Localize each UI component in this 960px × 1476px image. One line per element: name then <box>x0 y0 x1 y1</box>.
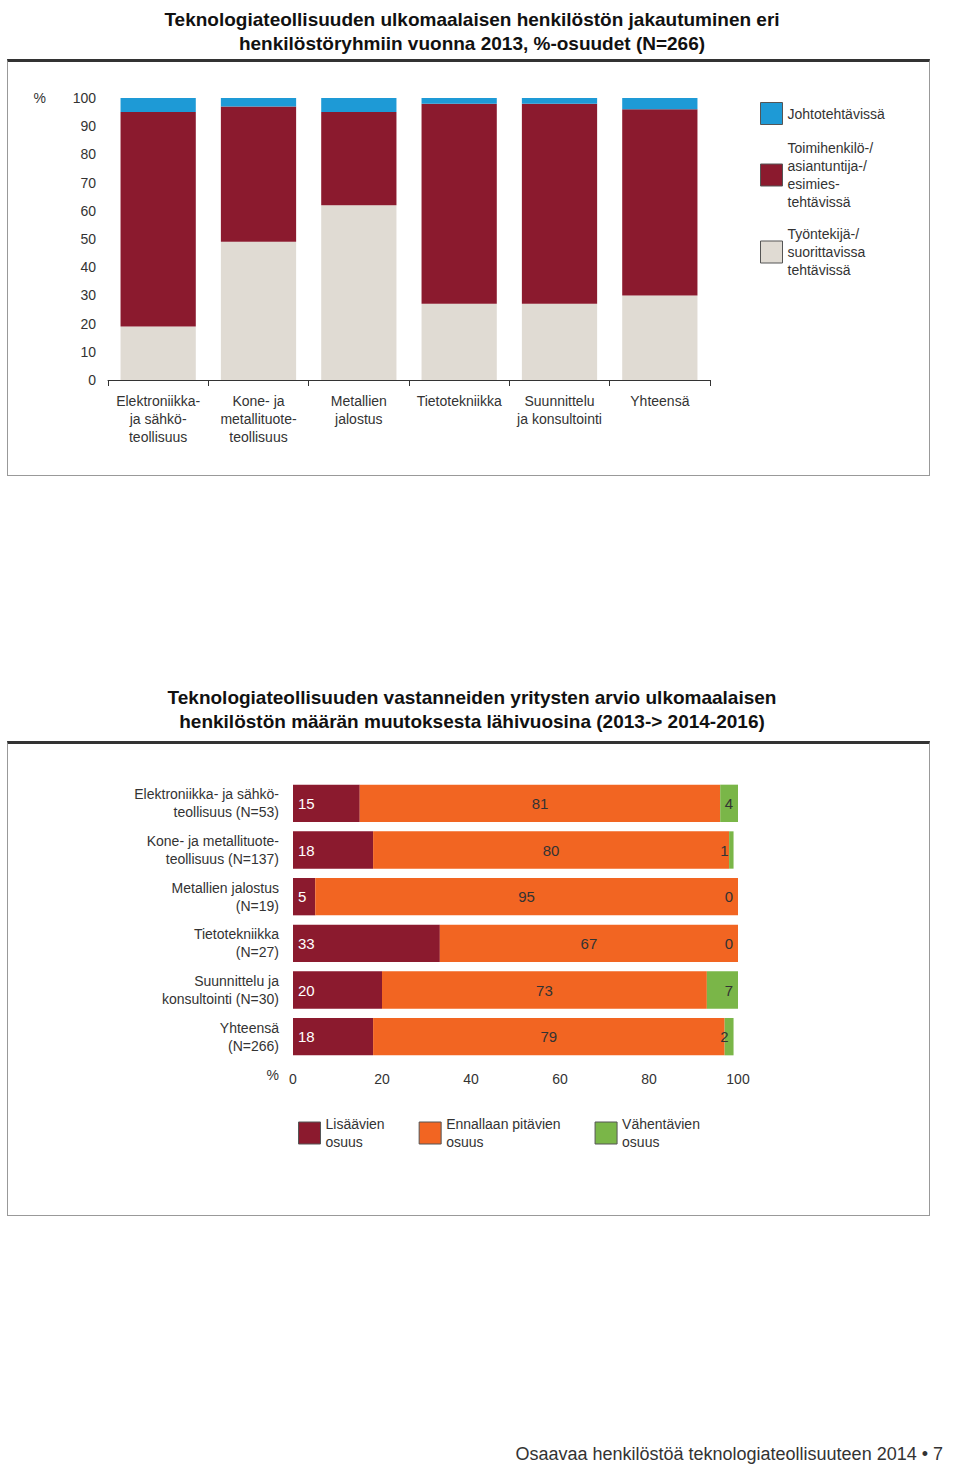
svg-text:%: % <box>34 90 46 106</box>
svg-text:40: 40 <box>463 1071 479 1087</box>
svg-text:teollisuus: teollisuus <box>129 429 187 445</box>
svg-text:Ennallaan pitävien: Ennallaan pitävien <box>446 1116 560 1132</box>
svg-text:metallituote-: metallituote- <box>220 411 297 427</box>
svg-text:(N=27): (N=27) <box>236 944 279 960</box>
svg-text:70: 70 <box>80 175 96 191</box>
svg-text:0: 0 <box>289 1071 297 1087</box>
svg-text:10: 10 <box>80 344 96 360</box>
svg-text:suorittavissa: suorittavissa <box>788 244 866 260</box>
svg-text:60: 60 <box>552 1071 568 1087</box>
svg-text:90: 90 <box>80 118 96 134</box>
svg-text:7: 7 <box>725 982 733 999</box>
svg-text:asiantuntija-/: asiantuntija-/ <box>788 158 867 174</box>
svg-text:33: 33 <box>298 935 315 952</box>
svg-text:Yhteensä: Yhteensä <box>220 1020 279 1036</box>
svg-text:Kone- ja metallituote-: Kone- ja metallituote- <box>147 833 280 849</box>
svg-text:Teknologiateollisuuden ulkomaa: Teknologiateollisuuden ulkomaalaisen hen… <box>164 9 779 30</box>
svg-text:Suunnittelu ja: Suunnittelu ja <box>194 973 279 989</box>
svg-text:80: 80 <box>543 842 560 859</box>
svg-text:80: 80 <box>641 1071 657 1087</box>
svg-text:Kone- ja: Kone- ja <box>232 393 284 409</box>
svg-text:81: 81 <box>532 795 549 812</box>
svg-text:osuus: osuus <box>446 1134 483 1150</box>
svg-text:2: 2 <box>720 1028 728 1045</box>
svg-text:0: 0 <box>725 935 733 952</box>
svg-text:Lisäävien: Lisäävien <box>326 1116 385 1132</box>
svg-text:teollisuus (N=137): teollisuus (N=137) <box>166 851 279 867</box>
svg-text:Tietotekniikka: Tietotekniikka <box>417 393 502 409</box>
svg-text:20: 20 <box>80 316 96 332</box>
svg-text:20: 20 <box>298 982 315 999</box>
svg-text:henkilöstön määrän muutoksesta: henkilöstön määrän muutoksesta lähivuosi… <box>179 711 765 732</box>
svg-text:15: 15 <box>298 795 315 812</box>
svg-text:80: 80 <box>80 146 96 162</box>
svg-text:18: 18 <box>298 842 315 859</box>
svg-text:esimies-: esimies- <box>788 176 840 192</box>
svg-text:teollisuus (N=53): teollisuus (N=53) <box>174 804 279 820</box>
svg-text:Elektroniikka-: Elektroniikka- <box>116 393 200 409</box>
svg-text:Elektroniikka- ja sähkö-: Elektroniikka- ja sähkö- <box>134 786 279 802</box>
svg-text:henkilöstöryhmiin vuonna 2013,: henkilöstöryhmiin vuonna 2013, %-osuudet… <box>239 33 705 54</box>
svg-text:Teknologiateollisuuden vastann: Teknologiateollisuuden vastanneiden yrit… <box>168 687 777 708</box>
svg-text:(N=266): (N=266) <box>228 1038 279 1054</box>
svg-text:ja konsultointi: ja konsultointi <box>516 411 602 427</box>
svg-text:40: 40 <box>80 259 96 275</box>
svg-text:20: 20 <box>374 1071 390 1087</box>
svg-text:Suunnittelu: Suunnittelu <box>524 393 594 409</box>
svg-text:Osaavaa henkilöstöä teknologia: Osaavaa henkilöstöä teknologiateollisuut… <box>515 1444 943 1464</box>
svg-text:tehtävissä: tehtävissä <box>788 262 851 278</box>
svg-text:79: 79 <box>541 1028 558 1045</box>
svg-text:Tietotekniikka: Tietotekniikka <box>194 926 279 942</box>
svg-text:konsultointi (N=30): konsultointi (N=30) <box>162 991 279 1007</box>
svg-text:100: 100 <box>73 90 97 106</box>
svg-text:%: % <box>267 1067 279 1083</box>
svg-text:4: 4 <box>725 795 733 812</box>
svg-text:30: 30 <box>80 287 96 303</box>
svg-text:ja sähkö-: ja sähkö- <box>129 411 187 427</box>
svg-text:67: 67 <box>581 935 598 952</box>
svg-text:18: 18 <box>298 1028 315 1045</box>
svg-text:osuus: osuus <box>326 1134 363 1150</box>
svg-text:73: 73 <box>536 982 553 999</box>
svg-text:teollisuus: teollisuus <box>229 429 287 445</box>
svg-text:tehtävissä: tehtävissä <box>788 194 851 210</box>
svg-text:60: 60 <box>80 203 96 219</box>
svg-text:100: 100 <box>726 1071 750 1087</box>
svg-text:95: 95 <box>518 888 535 905</box>
svg-text:0: 0 <box>88 372 96 388</box>
svg-text:Työntekijä-/: Työntekijä-/ <box>788 226 860 242</box>
svg-text:(N=19): (N=19) <box>236 898 279 914</box>
svg-text:Metallien: Metallien <box>331 393 387 409</box>
svg-text:Johtotehtävissä: Johtotehtävissä <box>788 106 885 122</box>
svg-text:0: 0 <box>725 888 733 905</box>
svg-text:Toimihenkilö-/: Toimihenkilö-/ <box>788 140 874 156</box>
svg-text:jalostus: jalostus <box>334 411 382 427</box>
svg-text:Yhteensä: Yhteensä <box>630 393 689 409</box>
svg-text:osuus: osuus <box>622 1134 659 1150</box>
svg-text:50: 50 <box>80 231 96 247</box>
svg-text:Metallien jalostus: Metallien jalostus <box>172 880 279 896</box>
svg-text:1: 1 <box>720 842 728 859</box>
svg-text:5: 5 <box>298 888 306 905</box>
svg-text:Vähentävien: Vähentävien <box>622 1116 700 1132</box>
